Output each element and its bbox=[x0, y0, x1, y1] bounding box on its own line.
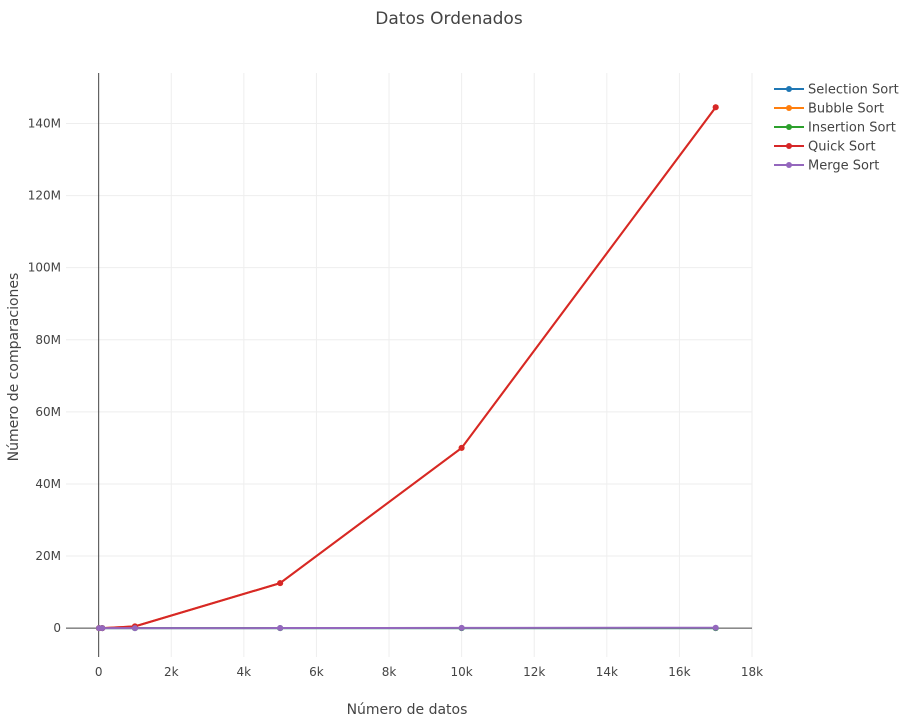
data-point-merge-sort bbox=[459, 625, 465, 631]
legend-swatch-marker bbox=[786, 162, 792, 168]
y-tick-label: 60M bbox=[35, 405, 61, 419]
data-point-merge-sort bbox=[132, 625, 138, 631]
tick-labels: 0 2k 4k 6k 8k 10k 12k 14k 16k 18k 0 20M 40M 60M 80M 100… bbox=[28, 116, 763, 679]
x-tick-label: 8k bbox=[382, 665, 397, 679]
y-tick-label: 40M bbox=[35, 477, 61, 491]
x-tick-label: 16k bbox=[668, 665, 690, 679]
legend-item-merge-sort[interactable]: Merge Sort bbox=[774, 159, 879, 174]
x-tick-label: 4k bbox=[237, 665, 252, 679]
x-tick-label: 18k bbox=[741, 665, 763, 679]
axes bbox=[66, 73, 752, 657]
legend-label: Bubble Sort bbox=[808, 102, 884, 117]
series-line-bubble-sort bbox=[99, 107, 716, 628]
y-tick-label: 100M bbox=[28, 261, 61, 275]
x-tick-label: 2k bbox=[164, 665, 179, 679]
y-tick-label: 120M bbox=[28, 189, 61, 203]
y-axis-label: Número de comparaciones bbox=[6, 273, 22, 462]
legend-swatch-marker bbox=[786, 105, 792, 111]
y-tick-label: 20M bbox=[35, 549, 61, 563]
legend-label: Insertion Sort bbox=[808, 121, 896, 136]
legend-item-selection-sort[interactable]: Selection Sort bbox=[774, 83, 899, 98]
x-tick-label: 10k bbox=[451, 665, 473, 679]
legend-swatch-marker bbox=[786, 124, 792, 130]
data-point-merge-sort bbox=[99, 625, 105, 631]
legend-item-insertion-sort[interactable]: Insertion Sort bbox=[774, 121, 896, 136]
y-tick-label: 80M bbox=[35, 333, 61, 347]
series-merge-sort bbox=[96, 625, 719, 631]
legend-label: Merge Sort bbox=[808, 159, 879, 174]
legend-swatch-marker bbox=[786, 86, 792, 92]
series-line-quick-sort bbox=[99, 107, 716, 628]
series-bubble-sort bbox=[96, 104, 719, 631]
series-lines bbox=[96, 104, 719, 631]
chart-title: Datos Ordenados bbox=[375, 9, 523, 29]
y-tick-label: 0 bbox=[53, 621, 61, 635]
y-tick-label: 140M bbox=[28, 116, 61, 130]
x-axis-label: Número de datos bbox=[347, 702, 468, 718]
data-point-quick-sort bbox=[277, 580, 283, 586]
data-point-quick-sort bbox=[459, 445, 465, 451]
data-point-quick-sort bbox=[713, 104, 719, 110]
legend-item-bubble-sort[interactable]: Bubble Sort bbox=[774, 102, 884, 117]
data-point-merge-sort bbox=[277, 625, 283, 631]
x-tick-label: 6k bbox=[309, 665, 324, 679]
grid bbox=[66, 73, 752, 657]
legend-label: Quick Sort bbox=[808, 140, 876, 155]
series-quick-sort bbox=[96, 104, 719, 631]
data-point-merge-sort bbox=[713, 625, 719, 631]
legend-label: Selection Sort bbox=[808, 83, 899, 98]
x-tick-label: 12k bbox=[523, 665, 545, 679]
legend-item-quick-sort[interactable]: Quick Sort bbox=[774, 140, 876, 155]
x-tick-label: 0 bbox=[95, 665, 103, 679]
x-tick-label: 14k bbox=[596, 665, 618, 679]
legend[interactable]: Selection Sort Bubble Sort Insertion Sort Q… bbox=[774, 83, 899, 174]
legend-swatch-marker bbox=[786, 143, 792, 149]
